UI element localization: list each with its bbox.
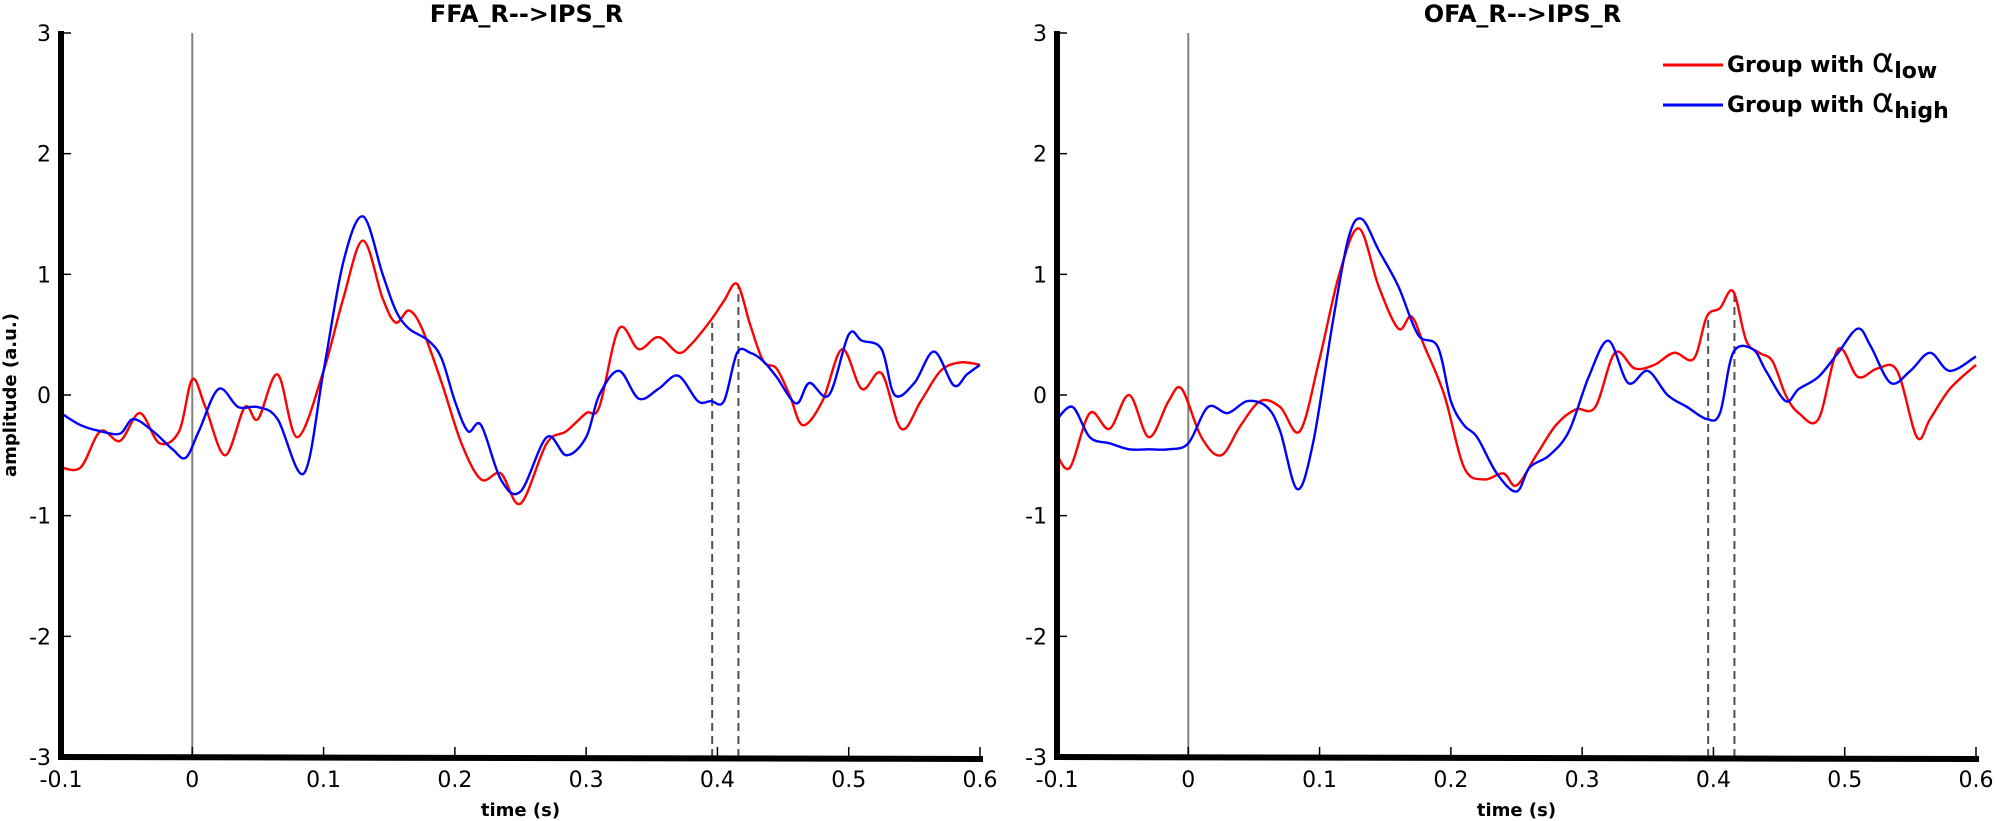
y-tick-label: -2 bbox=[1025, 625, 1047, 650]
series-group bbox=[60, 215, 981, 506]
y-tick-label: -1 bbox=[29, 505, 51, 530]
legend-entry-label: Group with αhigh bbox=[1727, 81, 1949, 124]
x-tick-label: 0.3 bbox=[569, 768, 604, 793]
chart-panel-ffa: FFA_R-->IPS_R -0.1 0 0.1 0.2 0.3 0.4 0.5 0.6 -3 -2… bbox=[0, 0, 998, 821]
x-axis-line bbox=[1053, 754, 1980, 762]
x-tick-label: 0.6 bbox=[1959, 768, 1994, 793]
x-tick-label: 0.4 bbox=[700, 768, 735, 793]
y-tick-label: 0 bbox=[1033, 384, 1047, 409]
chart-title: FFA_R-->IPS_R bbox=[430, 0, 623, 28]
x-tick-label: -0.1 bbox=[1036, 768, 1079, 793]
series-line-low bbox=[1056, 227, 1977, 488]
x-axis-label: time (s) bbox=[1477, 800, 1556, 821]
series-group bbox=[1056, 217, 1977, 493]
x-tick-label: 0.5 bbox=[1827, 768, 1862, 793]
y-ticks: -3 -2 -1 0 1 2 3 bbox=[1025, 22, 1067, 771]
x-tick-label: 0.4 bbox=[1696, 768, 1731, 793]
reference-lines bbox=[191, 33, 740, 757]
reference-lines bbox=[1187, 33, 1736, 757]
x-tick-label: 0.1 bbox=[1302, 768, 1337, 793]
y-tick-label: -1 bbox=[1025, 505, 1047, 530]
y-ticks: -3 -2 -1 0 1 2 3 bbox=[29, 22, 71, 771]
series-line-high bbox=[60, 215, 981, 496]
x-tick-label: 0.2 bbox=[437, 768, 472, 793]
y-tick-label: -3 bbox=[29, 746, 51, 771]
y-tick-label: 1 bbox=[37, 263, 51, 288]
chart-panel-ofa: OFA_R-->IPS_R -0.1 0 0.1 0.2 0.3 0.4 0.5 0.6 -3 -2… bbox=[1025, 0, 1993, 821]
x-tick-label: 0.3 bbox=[1565, 768, 1600, 793]
y-axis-label: amplitude (a.u.) bbox=[0, 313, 21, 477]
series-line-high bbox=[1056, 217, 1977, 493]
legend-entry-label: Group with αlow bbox=[1727, 41, 1937, 84]
x-ticks: -0.1 0 0.1 0.2 0.3 0.4 0.5 0.6 bbox=[40, 747, 998, 793]
series-line-low bbox=[60, 239, 981, 506]
x-tick-label: 0.2 bbox=[1433, 768, 1468, 793]
y-tick-label: 3 bbox=[1033, 22, 1047, 47]
y-tick-label: 0 bbox=[37, 384, 51, 409]
y-tick-label: -2 bbox=[29, 625, 51, 650]
y-tick-label: 2 bbox=[37, 143, 51, 168]
y-tick-label: 2 bbox=[1033, 143, 1047, 168]
x-tick-label: 0.6 bbox=[963, 768, 998, 793]
x-axis-label: time (s) bbox=[481, 800, 560, 821]
x-ticks: -0.1 0 0.1 0.2 0.3 0.4 0.5 0.6 bbox=[1036, 747, 1994, 793]
x-tick-label: 0 bbox=[1181, 768, 1195, 793]
y-tick-label: 1 bbox=[1033, 263, 1047, 288]
x-tick-label: 0.5 bbox=[831, 768, 866, 793]
chart-title: OFA_R-->IPS_R bbox=[1424, 0, 1621, 28]
y-tick-label: -3 bbox=[1025, 746, 1047, 771]
x-axis-line bbox=[57, 754, 984, 762]
x-tick-label: 0.1 bbox=[306, 768, 341, 793]
x-tick-label: -0.1 bbox=[40, 768, 83, 793]
x-tick-label: 0 bbox=[185, 768, 199, 793]
y-tick-label: 3 bbox=[37, 22, 51, 47]
